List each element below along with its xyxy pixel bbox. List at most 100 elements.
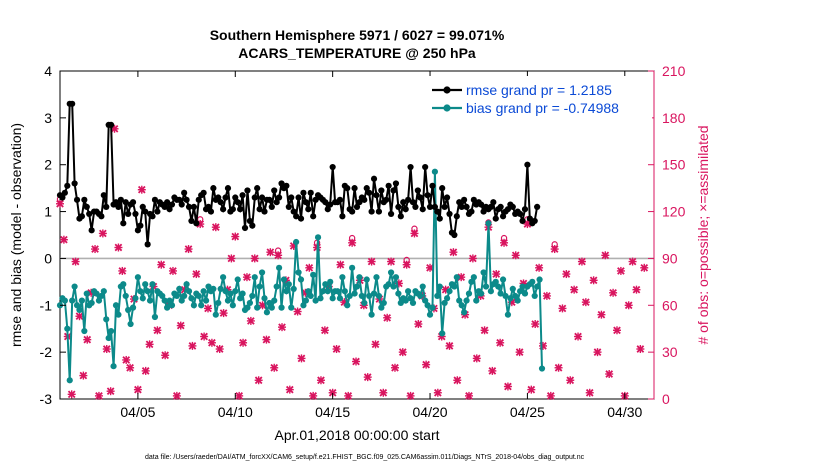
obs-assimilated-marker — [581, 298, 590, 307]
rmse-point — [222, 194, 229, 201]
obs-assimilated-marker — [254, 376, 263, 385]
obs-assimilated-marker — [488, 366, 497, 375]
bias-point — [368, 311, 375, 318]
rmse-point — [224, 185, 232, 192]
bias-point — [146, 297, 154, 304]
rmse-point — [312, 196, 319, 203]
rmse-point — [134, 227, 142, 234]
rmse-point — [329, 163, 336, 171]
bias-point — [531, 292, 538, 300]
obs-assimilated-marker — [640, 263, 649, 272]
obs-assimilated-marker — [309, 391, 318, 400]
rmse-point — [305, 206, 312, 213]
y-tick-label-right: 90 — [662, 250, 678, 266]
obs-assimilated-marker — [632, 285, 641, 294]
rmse-point — [217, 199, 224, 206]
bias-point — [327, 278, 334, 285]
bias-point — [81, 327, 88, 335]
rmse-point — [115, 203, 122, 210]
rmse-point — [436, 215, 443, 222]
rmse-point — [290, 208, 297, 215]
obs-assimilated-marker — [558, 304, 567, 313]
rmse-point — [190, 203, 197, 210]
bias-point — [202, 297, 210, 304]
legend-bias-label: bias grand pr = -0.74988 — [466, 100, 619, 116]
obs-assimilated-marker — [114, 243, 123, 252]
obs-assimilated-marker — [612, 326, 621, 335]
obs-assimilated-marker — [574, 332, 583, 341]
bias-point — [168, 302, 176, 309]
bias-point — [73, 302, 81, 309]
rmse-point — [402, 206, 409, 213]
bias-point — [509, 285, 516, 292]
bias-point — [181, 292, 188, 300]
rmse-point — [120, 220, 127, 227]
rmse-point — [407, 163, 414, 171]
obs-assimilated-marker — [98, 229, 107, 238]
obs-assimilated-marker — [293, 307, 302, 316]
rmse-point — [207, 208, 215, 215]
rmse-point — [237, 206, 244, 213]
rmse-point — [458, 203, 465, 210]
bias-point — [534, 283, 541, 290]
bias-point — [346, 292, 353, 300]
rmse-point — [271, 187, 278, 194]
obs-assimilated-marker — [141, 366, 150, 375]
rmse-point — [424, 192, 431, 199]
obs-assimilated-marker — [500, 238, 509, 247]
obs-assimilated-marker — [468, 254, 477, 263]
bias-point — [149, 281, 156, 288]
obs-assimilated-marker — [445, 341, 454, 350]
rmse-point — [521, 206, 529, 213]
obs-assimilated-marker — [176, 321, 185, 330]
rmse-point — [258, 194, 266, 201]
rmse-point — [154, 208, 161, 215]
bias-point — [424, 302, 431, 309]
obs-assimilated-marker — [609, 288, 618, 297]
obs-assimilated-marker — [406, 391, 415, 400]
y-tick-label-left: -1 — [40, 297, 53, 313]
legend-bias-marker — [443, 104, 451, 112]
bias-point — [378, 304, 385, 311]
rmse-point — [132, 210, 139, 218]
obs-assimilated-marker — [192, 270, 201, 279]
legend-rmse-label: rmse grand pr = 1.2185 — [466, 82, 612, 98]
obs-possible-marker — [411, 225, 418, 232]
obs-assimilated-marker — [328, 388, 337, 397]
chart-title: Southern Hemisphere 5971 / 6027 = 99.071… — [210, 27, 505, 43]
bias-point — [195, 292, 202, 300]
rmse-point — [220, 206, 227, 213]
obs-assimilated-marker — [137, 185, 146, 194]
rmse-point — [234, 199, 241, 206]
rmse-point — [531, 217, 538, 225]
rmse-point — [164, 199, 171, 206]
bias-point — [451, 283, 458, 290]
bias-point — [69, 297, 76, 304]
rmse-point — [534, 203, 541, 210]
footer-data-file: data file: /Users/raeder/DAI/ATM_forcXX/… — [145, 454, 585, 461]
bias-point — [132, 295, 139, 302]
obs-assimilated-marker — [472, 354, 481, 363]
y-tick-label-right: 180 — [662, 110, 686, 126]
rmse-point — [241, 224, 249, 232]
y-tick-label-left: 2 — [44, 157, 52, 173]
bias-point — [351, 290, 358, 297]
bias-point — [336, 295, 344, 302]
rmse-point — [71, 180, 78, 187]
bias-point — [295, 269, 302, 276]
rmse-point — [480, 208, 487, 215]
bias-point — [151, 313, 159, 321]
rmse-point — [356, 199, 363, 206]
bias-point — [431, 168, 439, 175]
rmse-point — [254, 185, 261, 192]
obs-assimilated-marker — [492, 270, 501, 279]
bias-point — [273, 283, 280, 290]
y-tick-label-left: -2 — [40, 344, 53, 360]
obs-assimilated-marker — [605, 370, 614, 379]
obs-assimilated-marker — [383, 313, 392, 322]
bias-point — [297, 276, 305, 283]
rmse-point — [492, 215, 499, 222]
obs-assimilated-marker — [535, 263, 544, 272]
rmse-point — [385, 182, 392, 189]
